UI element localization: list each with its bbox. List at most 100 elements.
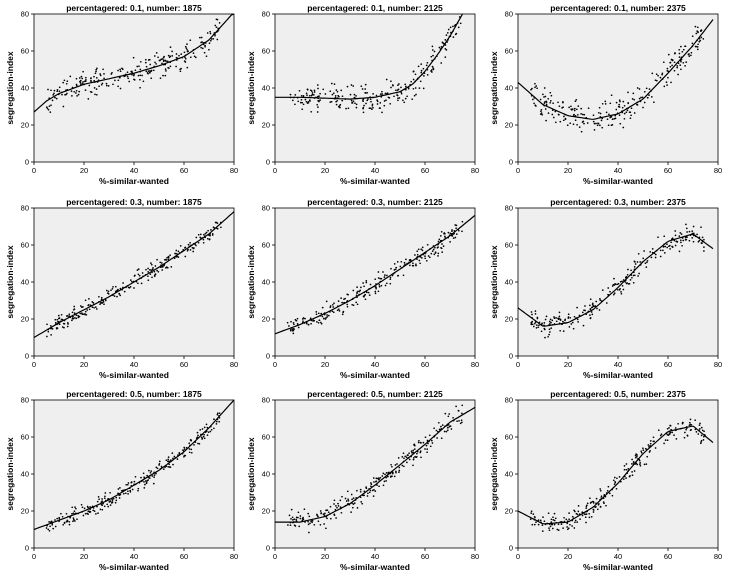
data-point	[125, 483, 128, 486]
data-point	[308, 531, 310, 534]
data-point	[372, 495, 375, 497]
data-point	[206, 32, 209, 34]
data-point	[545, 119, 547, 122]
data-point	[554, 121, 557, 124]
data-point	[308, 94, 311, 97]
data-point	[140, 282, 143, 285]
data-point	[540, 112, 543, 114]
data-point	[167, 465, 170, 468]
data-point	[316, 111, 319, 113]
data-point	[52, 527, 55, 530]
data-point	[451, 230, 453, 233]
data-point	[164, 68, 167, 70]
data-point	[54, 96, 56, 99]
data-point	[545, 101, 548, 103]
data-point	[290, 320, 292, 323]
data-point	[157, 270, 160, 273]
data-point	[587, 107, 590, 110]
data-point	[163, 264, 165, 267]
data-point	[679, 232, 682, 234]
data-point	[397, 84, 399, 87]
data-point	[674, 230, 677, 232]
data-point	[51, 524, 54, 526]
data-point	[590, 515, 593, 518]
data-point	[558, 311, 561, 314]
data-point	[112, 497, 115, 500]
data-point	[412, 264, 415, 267]
fit-line	[275, 406, 476, 523]
data-point	[551, 319, 554, 322]
y-tick-label: 20	[505, 315, 513, 324]
data-point	[403, 465, 405, 468]
data-point	[611, 118, 614, 121]
data-point	[312, 320, 314, 322]
data-point	[447, 231, 450, 234]
data-point	[319, 523, 322, 526]
x-tick-label: 0	[32, 166, 36, 175]
data-point	[623, 465, 626, 467]
data-point	[167, 258, 170, 261]
data-point	[538, 321, 541, 324]
data-point	[599, 488, 602, 490]
data-point	[412, 464, 414, 467]
data-point	[153, 474, 156, 476]
data-point	[539, 98, 542, 101]
data-point	[199, 236, 202, 239]
data-point	[645, 463, 648, 465]
data-point	[631, 463, 633, 465]
data-point	[307, 520, 309, 523]
data-point	[616, 288, 619, 291]
data-point	[647, 444, 650, 446]
data-point	[309, 522, 311, 525]
data-point	[701, 242, 703, 245]
data-point	[61, 515, 64, 518]
data-point	[186, 249, 189, 252]
data-point	[627, 102, 630, 105]
data-point	[141, 272, 144, 274]
data-point	[83, 507, 86, 510]
x-tick-label: 80	[471, 360, 479, 369]
data-point	[147, 279, 150, 282]
data-point	[150, 263, 153, 266]
data-point	[171, 452, 174, 454]
x-tick-label: 0	[273, 360, 277, 369]
data-point	[70, 90, 73, 92]
data-point	[677, 73, 679, 76]
data-point	[592, 305, 595, 307]
data-point	[667, 53, 670, 56]
plot-area	[517, 13, 719, 163]
data-point	[81, 77, 84, 80]
data-point	[171, 50, 173, 53]
data-point	[595, 300, 598, 303]
data-point	[143, 476, 145, 479]
data-point	[68, 523, 71, 526]
data-point	[85, 313, 88, 316]
data-point	[393, 269, 396, 271]
data-point	[422, 67, 425, 70]
data-point	[109, 504, 112, 506]
data-point	[308, 515, 311, 518]
x-tick-label: 60	[180, 360, 188, 369]
data-point	[362, 282, 364, 284]
data-point	[68, 313, 71, 316]
data-point	[169, 459, 172, 462]
data-point	[404, 97, 407, 100]
data-point	[648, 88, 651, 90]
data-point	[538, 324, 540, 327]
x-tick-label: 60	[421, 166, 429, 175]
data-point	[686, 435, 689, 437]
data-point	[440, 62, 443, 64]
data-point	[85, 79, 87, 81]
data-point	[384, 473, 386, 476]
data-point	[583, 122, 585, 125]
data-point	[662, 249, 664, 252]
data-point	[432, 54, 434, 57]
data-point	[173, 257, 176, 260]
data-point	[676, 65, 679, 67]
data-point	[631, 458, 633, 461]
data-point	[667, 76, 669, 79]
data-point	[189, 249, 192, 251]
x-tick-label: 20	[80, 552, 88, 561]
data-point	[562, 119, 565, 122]
data-point	[338, 95, 340, 98]
